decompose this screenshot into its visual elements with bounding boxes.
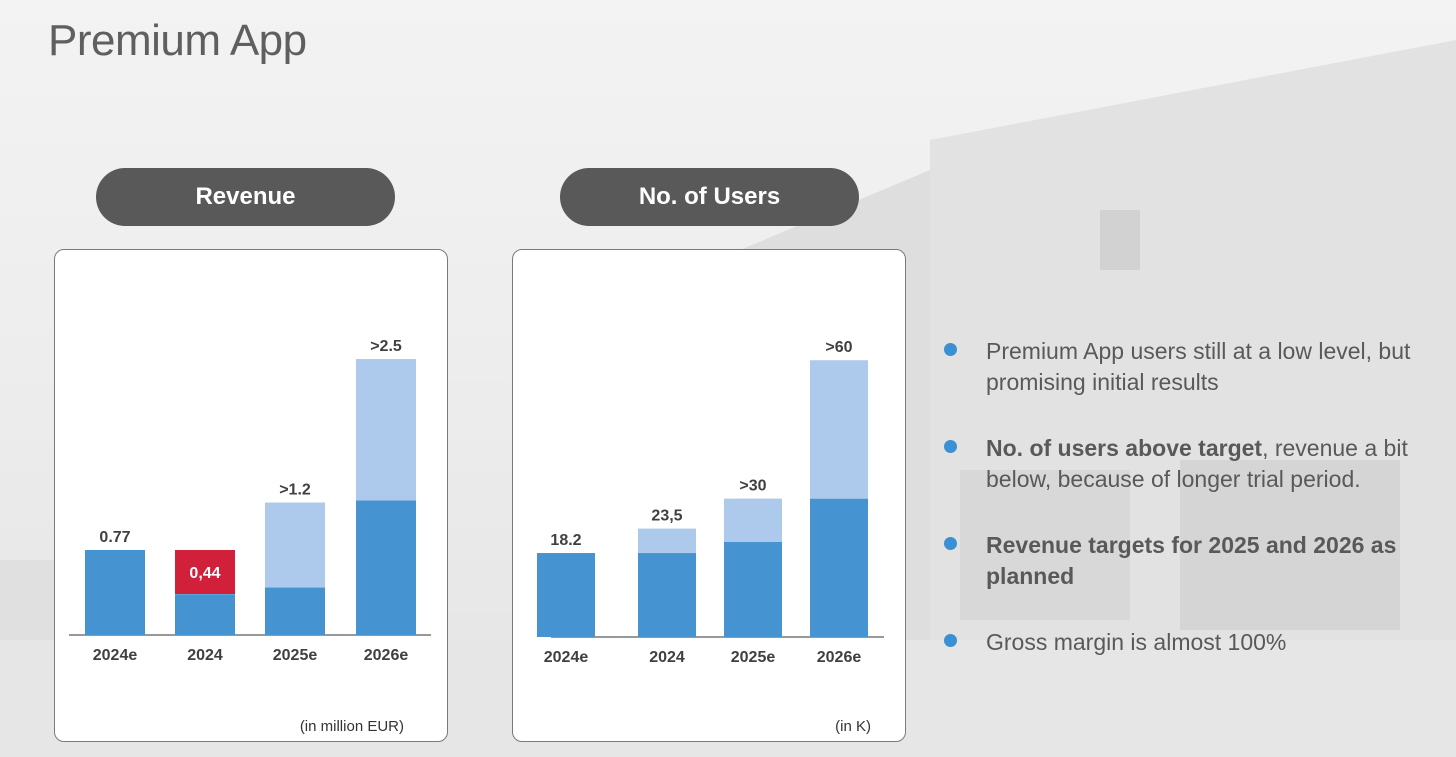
page-title: Premium App <box>48 16 307 65</box>
bar-segment <box>724 541 782 637</box>
bar-segment <box>265 502 325 588</box>
bar-segment <box>265 587 325 635</box>
bullet-item: Premium App users still at a low level, … <box>940 336 1440 398</box>
data-label: >30 <box>739 478 766 495</box>
bar-segment <box>85 550 145 635</box>
data-label: >1.2 <box>279 482 311 499</box>
summary-bullet-list: Premium App users still at a low level, … <box>940 336 1440 658</box>
bullet-dot-icon <box>944 440 957 453</box>
x-tick-label: 2024 <box>649 649 685 666</box>
bullet-dot-icon <box>944 343 957 356</box>
data-label: 23,5 <box>651 508 682 525</box>
bar-segment <box>638 553 696 637</box>
bullet-text: Premium App users still at a low level, … <box>986 338 1411 395</box>
users-chart-card: 18.2 2024e 23,5 2024 >30 2025e >60 2026e (in K) <box>512 249 906 742</box>
revenue-unit-note: (in million EUR) <box>299 718 404 735</box>
bar-segment <box>537 553 595 637</box>
revenue-header-pill: Revenue <box>96 168 395 226</box>
x-tick-label: 2024e <box>544 649 589 666</box>
x-tick-label: 2024e <box>93 647 138 664</box>
bar-segment <box>810 360 868 499</box>
bar-segment <box>175 594 235 635</box>
x-tick-label: 2025e <box>731 649 776 666</box>
bullet-bold-text: Revenue targets for 2025 and 2026 as pla… <box>986 532 1397 589</box>
highlight-box <box>175 550 235 595</box>
revenue-chart-card: 0.77 2024e 0,44 2024 >1.2 2025e >2.5 2026e (in … <box>54 249 448 742</box>
bullet-item: No. of users above target, revenue a bit… <box>940 433 1440 495</box>
users-chart: 18.2 2024e 23,5 2024 >30 2025e >60 2026e <box>537 339 884 666</box>
bar-segment <box>638 528 696 554</box>
x-tick-label: 2024 <box>187 647 223 664</box>
bar-segment <box>724 498 782 542</box>
bullet-text: Gross margin is almost 100% <box>986 629 1287 655</box>
data-label: 0,44 <box>189 565 220 582</box>
x-tick-label: 2026e <box>364 647 409 664</box>
bullet-dot-icon <box>944 634 957 647</box>
data-label: >60 <box>825 339 852 356</box>
data-label: 0.77 <box>99 529 130 546</box>
bullet-bold-text: No. of users above target <box>986 435 1263 461</box>
bar-segment <box>810 498 868 637</box>
bullet-text: , revenue a bit below, because of longer… <box>986 435 1408 492</box>
x-tick-label: 2025e <box>273 647 318 664</box>
bullet-item: Gross margin is almost 100% <box>940 627 1440 658</box>
bullet-item: Revenue targets for 2025 and 2026 as pla… <box>940 530 1440 592</box>
bullet-dot-icon <box>944 537 957 550</box>
data-label: >2.5 <box>370 338 402 355</box>
bar-segment <box>356 500 416 635</box>
users-header-pill: No. of Users <box>560 168 859 226</box>
x-tick-label: 2026e <box>817 649 862 666</box>
revenue-chart: 0.77 2024e 0,44 2024 >1.2 2025e >2.5 2026e <box>69 338 431 664</box>
bar-segment <box>356 359 416 501</box>
data-label: 18.2 <box>550 532 581 549</box>
users-unit-note: (in K) <box>835 718 871 735</box>
